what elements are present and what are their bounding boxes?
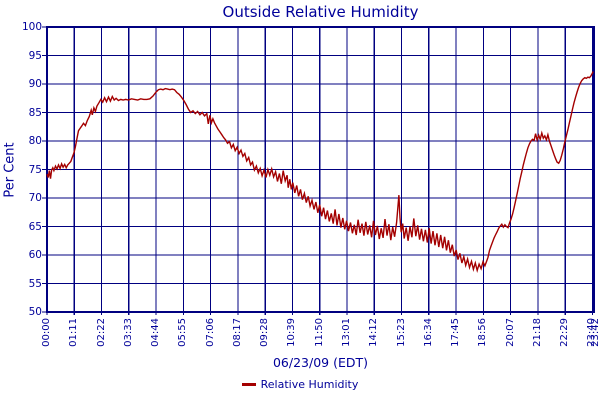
x-axis-date-label: 06/23/09 (EDT) <box>272 355 369 370</box>
y-tick-label: 55 <box>28 277 42 290</box>
x-tick-label: 00:00 <box>41 318 52 347</box>
x-tick-label: 16:34 <box>422 318 434 347</box>
x-tick-label: 17:45 <box>450 318 462 347</box>
y-tick-label: 70 <box>28 192 42 204</box>
x-tick-label: 08:17 <box>231 318 243 347</box>
x-tick-label: 20:07 <box>504 318 516 347</box>
x-tick-label: 18:56 <box>477 318 489 347</box>
x-tick-label: 23:42 <box>590 318 600 347</box>
x-tick-label: 02:22 <box>95 318 107 347</box>
y-tick-label: 65 <box>28 220 42 233</box>
y-tick-label: 80 <box>28 135 42 147</box>
legend: Relative Humidity <box>0 378 600 391</box>
x-tick-label: 10:39 <box>286 318 298 347</box>
x-tick-label: 11:50 <box>313 318 325 347</box>
x-tick-label: 14:12 <box>368 318 380 347</box>
y-tick-label: 95 <box>28 49 42 62</box>
x-tick-label: 09:28 <box>259 318 271 347</box>
humidity-line <box>46 71 594 274</box>
y-tick-label: 50 <box>28 306 42 318</box>
x-tick-label: 04:44 <box>150 318 162 347</box>
y-tick-label: 100 <box>21 21 42 33</box>
plot-border <box>46 26 595 313</box>
x-tick-label: 03:33 <box>122 318 134 347</box>
legend-label: Relative Humidity <box>260 378 359 391</box>
x-tick-label: 22:29 <box>559 318 571 347</box>
y-tick-label: 75 <box>28 163 42 176</box>
y-tick-label: 85 <box>28 106 42 119</box>
x-tick-label: 07:06 <box>204 318 216 347</box>
y-tick-label: 60 <box>28 249 42 261</box>
x-tick-label: 15:23 <box>395 318 407 347</box>
chart-title: Outside Relative Humidity <box>222 3 419 21</box>
x-tick-label: 21:18 <box>531 318 543 347</box>
x-tick-label: 05:55 <box>177 318 189 347</box>
x-tick-label: 01:11 <box>68 318 80 347</box>
x-tick-label: 13:01 <box>341 318 352 347</box>
y-tick-label: 90 <box>28 78 42 90</box>
legend-line-swatch <box>241 383 256 386</box>
